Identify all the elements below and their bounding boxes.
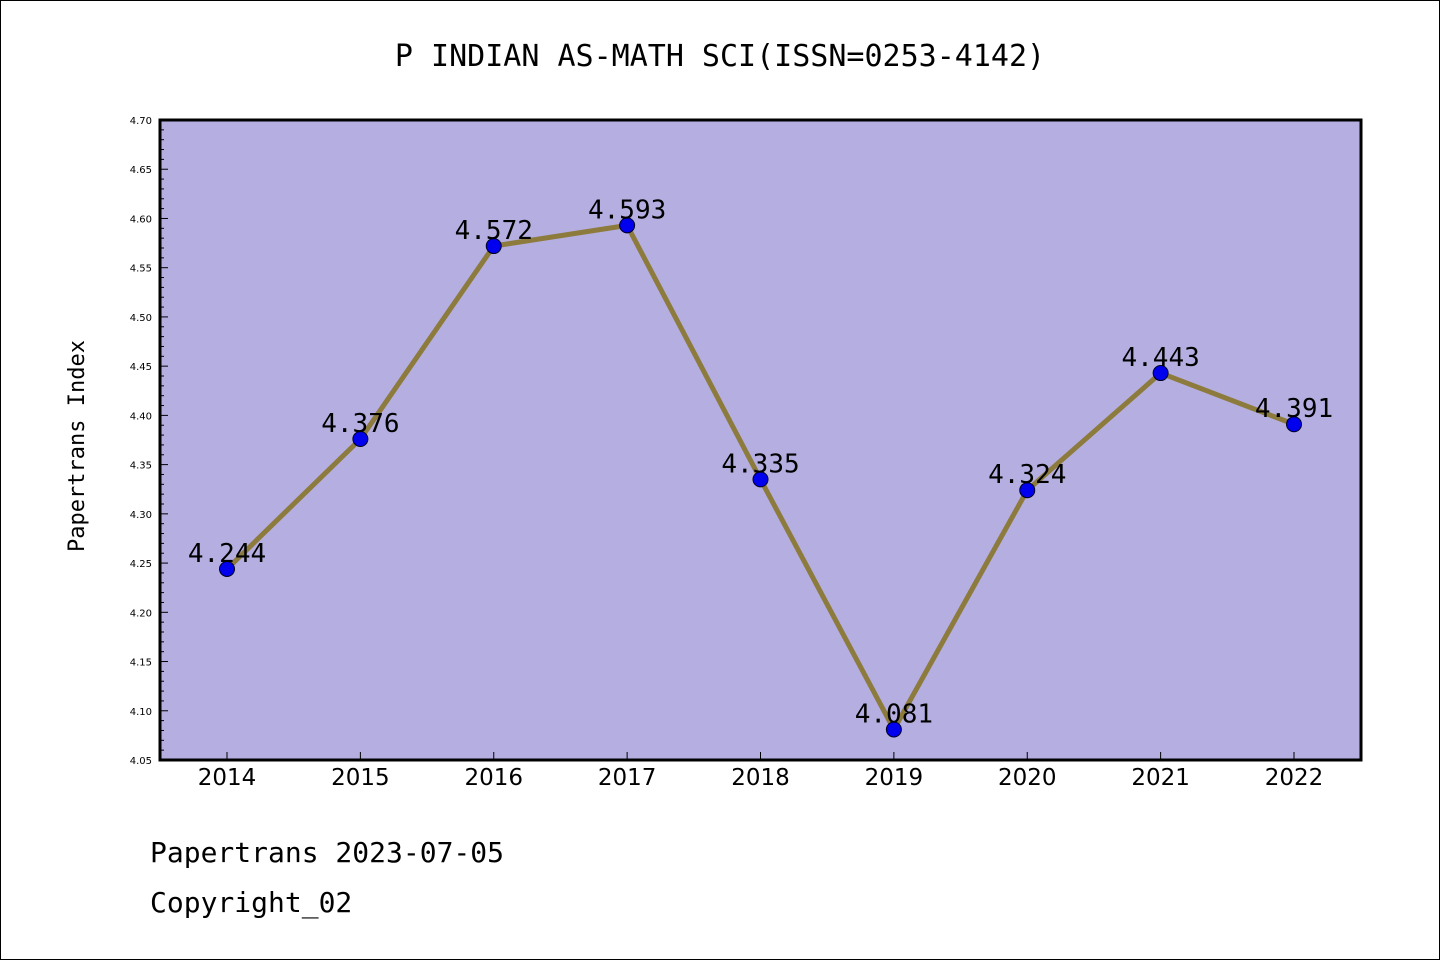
x-tick-label: 2015 [331, 765, 390, 791]
footer-copyright: Copyright_02 [150, 886, 352, 919]
x-tick-label: 2022 [1265, 765, 1324, 791]
x-tick-label: 2021 [1131, 765, 1190, 791]
y-tick-label: 4.50 [130, 313, 152, 324]
x-tick-label: 2018 [731, 765, 790, 791]
data-label: 4.324 [988, 460, 1066, 490]
y-tick-label: 4.65 [130, 165, 152, 176]
y-tick-label: 4.15 [130, 658, 152, 669]
y-tick-label: 4.35 [130, 461, 152, 472]
y-tick-label: 4.40 [130, 411, 152, 422]
x-tick-label: 2017 [598, 765, 657, 791]
y-tick-label: 4.10 [130, 707, 152, 718]
x-tick-label: 2014 [198, 765, 257, 791]
y-tick-label: 4.70 [130, 116, 152, 127]
x-tick-label: 2019 [865, 765, 924, 791]
data-label: 4.593 [588, 195, 666, 225]
y-tick-label: 4.30 [130, 510, 152, 521]
data-label: 4.443 [1121, 343, 1199, 373]
chart-title: P INDIAN AS-MATH SCI(ISSN=0253-4142) [395, 39, 1045, 74]
x-tick-label: 2020 [998, 765, 1057, 791]
y-tick-label: 4.05 [130, 756, 152, 767]
data-label: 4.244 [188, 539, 266, 569]
data-label: 4.572 [455, 216, 533, 246]
data-label: 4.335 [721, 449, 799, 479]
y-axis-label: Papertrans Index [65, 340, 90, 552]
y-tick-label: 4.55 [130, 264, 152, 275]
data-label: 4.376 [321, 409, 399, 439]
y-tick-label: 4.20 [130, 608, 152, 619]
y-tick-label: 4.25 [130, 559, 152, 570]
y-tick-label: 4.45 [130, 362, 152, 373]
data-label: 4.391 [1255, 394, 1333, 424]
plot-area [160, 120, 1361, 760]
y-tick-label: 4.60 [130, 214, 152, 225]
x-tick-label: 2016 [464, 765, 523, 791]
data-label: 4.081 [855, 699, 933, 729]
footer-date: Papertrans 2023-07-05 [150, 836, 504, 869]
